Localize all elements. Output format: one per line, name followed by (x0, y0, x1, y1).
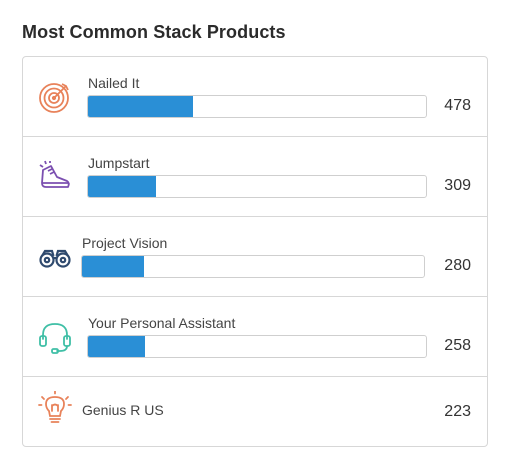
headset-icon (37, 319, 73, 355)
product-name: Nailed It (88, 75, 140, 91)
product-count: 309 (444, 177, 471, 194)
product-bar-fill (88, 96, 193, 117)
binoculars-icon (37, 239, 73, 275)
product-list: Nailed It 478 Jumpstart 309 (22, 56, 488, 447)
product-row-your-personal-assistant[interactable]: Your Personal Assistant 258 (23, 297, 487, 377)
product-bar-fill (82, 256, 144, 277)
product-count: 258 (444, 337, 471, 354)
product-count: 223 (444, 403, 471, 420)
widget-title: Most Common Stack Products (22, 22, 286, 42)
sneaker-icon (37, 159, 73, 195)
product-bar (87, 95, 427, 118)
product-row-nailed-it[interactable]: Nailed It 478 (23, 57, 487, 137)
product-row-project-vision[interactable]: Project Vision 280 (23, 217, 487, 297)
product-name: Genius R US (82, 402, 164, 418)
product-bar (87, 335, 427, 358)
product-bar (81, 255, 425, 278)
product-bar-fill (88, 336, 146, 357)
product-name: Project Vision (82, 235, 168, 251)
product-name: Your Personal Assistant (88, 315, 236, 331)
product-count: 280 (444, 257, 471, 274)
product-row-jumpstart[interactable]: Jumpstart 309 (23, 137, 487, 217)
product-count: 478 (444, 97, 471, 114)
target-icon (37, 79, 73, 115)
product-bar (87, 175, 427, 198)
product-name: Jumpstart (88, 155, 150, 171)
lightbulb-icon (37, 391, 73, 427)
product-bar-fill (88, 176, 156, 197)
product-row-genius-r-us[interactable]: Genius R US 223 (23, 377, 487, 446)
